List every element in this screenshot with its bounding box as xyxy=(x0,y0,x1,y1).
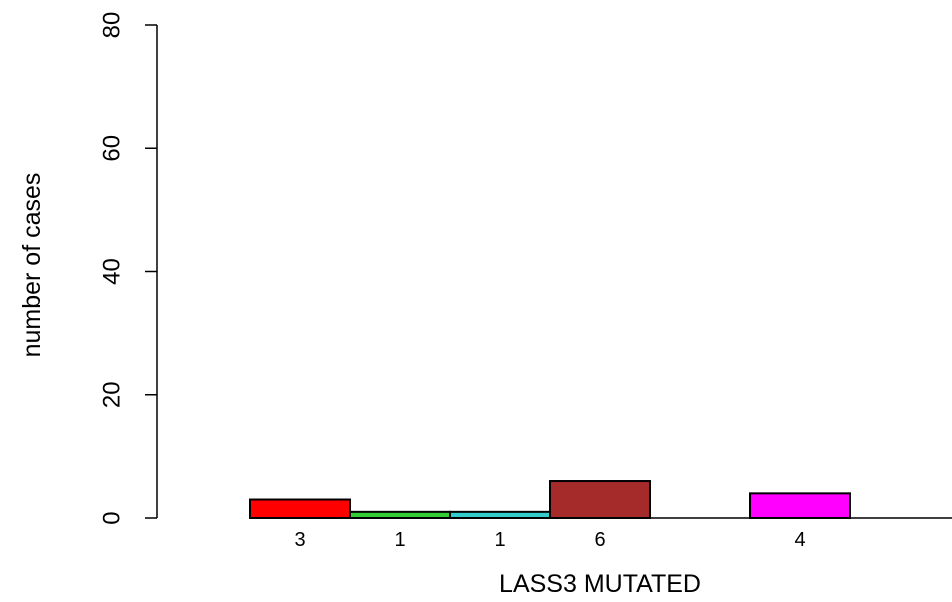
bar xyxy=(349,510,451,519)
bar-count-label: 1 xyxy=(494,529,505,551)
bars xyxy=(249,480,851,520)
y-tick-label: 20 xyxy=(99,381,126,408)
y-tick-label: 60 xyxy=(99,135,126,162)
y-axis: 0 20 40 60 80 xyxy=(99,12,158,525)
bar xyxy=(749,492,851,520)
y-tick-label: 40 xyxy=(99,258,126,285)
y-axis-label: number of cases xyxy=(18,173,46,358)
bar xyxy=(249,498,351,520)
bar-count-label: 3 xyxy=(294,529,305,551)
y-tick-label: 0 xyxy=(99,511,126,524)
bar xyxy=(449,510,551,519)
x-axis-label: LASS3 MUTATED xyxy=(499,570,701,598)
bar-count-label: 4 xyxy=(794,529,805,551)
bar-count-label: 1 xyxy=(394,529,405,551)
count-labels: 3 1 1 6 4 xyxy=(294,529,805,551)
bar-count-label: 6 xyxy=(594,529,605,551)
bar xyxy=(549,480,651,519)
y-tick-label: 80 xyxy=(99,12,126,39)
